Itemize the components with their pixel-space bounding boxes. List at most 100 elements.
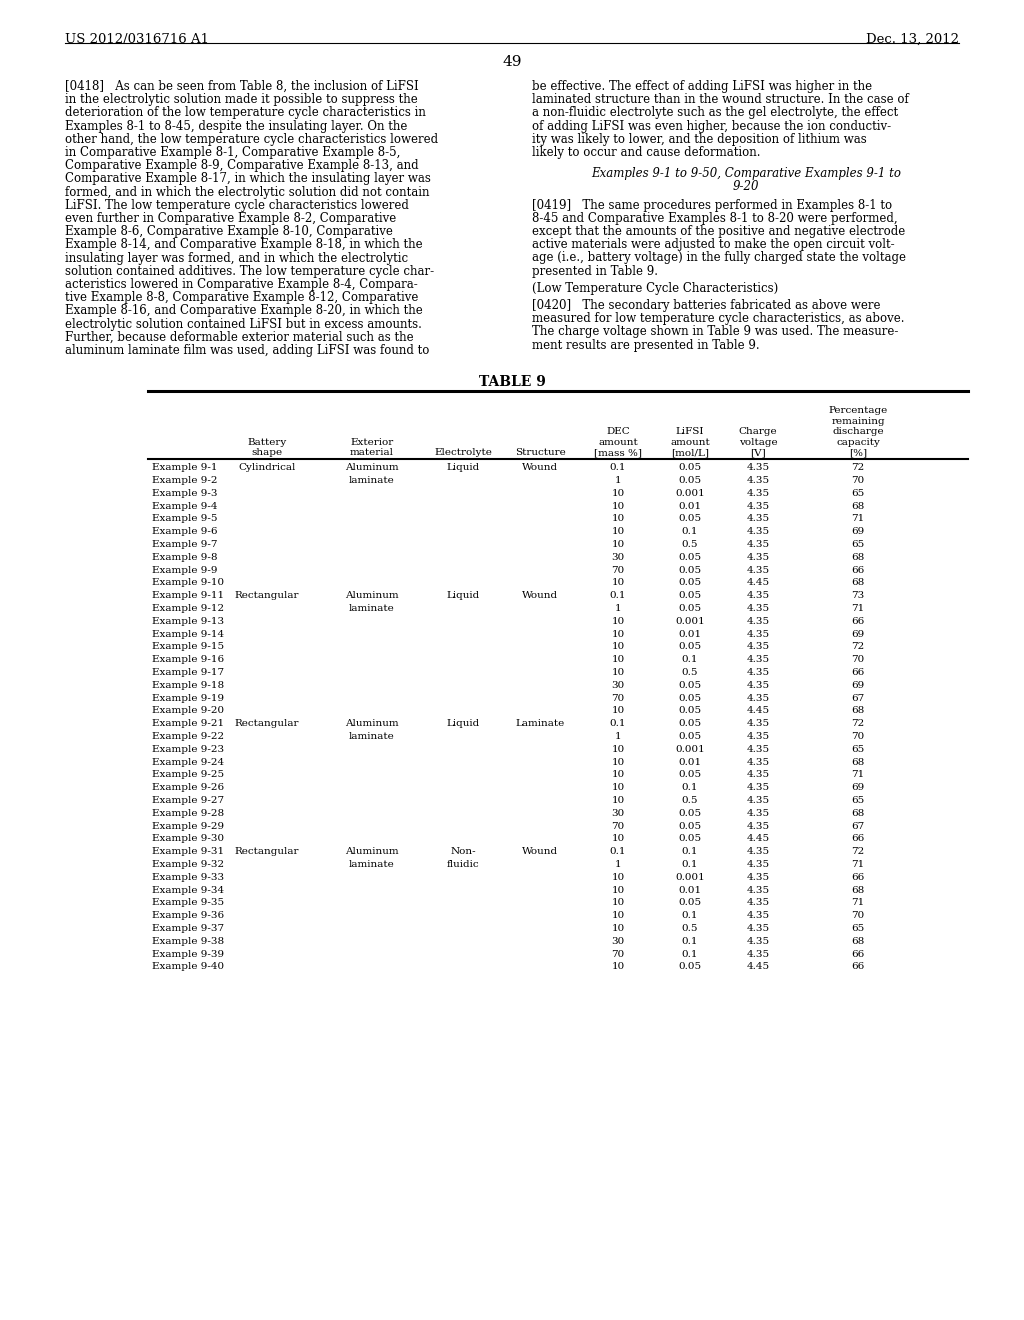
Text: Example 9-34: Example 9-34 bbox=[152, 886, 224, 895]
Text: 66: 66 bbox=[851, 668, 864, 677]
Text: 4.35: 4.35 bbox=[746, 515, 770, 524]
Text: 68: 68 bbox=[851, 578, 864, 587]
Text: 0.05: 0.05 bbox=[679, 771, 701, 779]
Text: laminate: laminate bbox=[349, 605, 395, 612]
Text: in Comparative Example 8-1, Comparative Example 8-5,: in Comparative Example 8-1, Comparative … bbox=[65, 147, 400, 158]
Text: Laminate: Laminate bbox=[515, 719, 564, 729]
Text: Examples 8-1 to 8-45, despite the insulating layer. On the: Examples 8-1 to 8-45, despite the insula… bbox=[65, 120, 408, 132]
Text: [%]: [%] bbox=[849, 449, 867, 457]
Text: 0.05: 0.05 bbox=[679, 553, 701, 562]
Text: 0.05: 0.05 bbox=[679, 809, 701, 818]
Text: Example 9-40: Example 9-40 bbox=[152, 962, 224, 972]
Text: likely to occur and cause deformation.: likely to occur and cause deformation. bbox=[532, 147, 761, 158]
Text: 0.001: 0.001 bbox=[675, 488, 705, 498]
Text: Rectangular: Rectangular bbox=[234, 591, 299, 601]
Text: 0.1: 0.1 bbox=[609, 591, 627, 601]
Text: 65: 65 bbox=[851, 540, 864, 549]
Text: formed, and in which the electrolytic solution did not contain: formed, and in which the electrolytic so… bbox=[65, 186, 429, 198]
Text: 0.5: 0.5 bbox=[682, 668, 698, 677]
Text: 67: 67 bbox=[851, 821, 864, 830]
Text: 0.05: 0.05 bbox=[679, 681, 701, 690]
Text: Example 9-13: Example 9-13 bbox=[152, 616, 224, 626]
Text: 0.1: 0.1 bbox=[682, 655, 698, 664]
Text: 68: 68 bbox=[851, 809, 864, 818]
Text: Example 9-23: Example 9-23 bbox=[152, 744, 224, 754]
Text: Liquid: Liquid bbox=[446, 719, 479, 729]
Text: 66: 66 bbox=[851, 949, 864, 958]
Text: 70: 70 bbox=[611, 821, 625, 830]
Text: Aluminum: Aluminum bbox=[345, 591, 398, 601]
Text: ment results are presented in Table 9.: ment results are presented in Table 9. bbox=[532, 339, 760, 351]
Text: 10: 10 bbox=[611, 578, 625, 587]
Text: 69: 69 bbox=[851, 681, 864, 690]
Text: The charge voltage shown in Table 9 was used. The measure-: The charge voltage shown in Table 9 was … bbox=[532, 326, 898, 338]
Text: 4.35: 4.35 bbox=[746, 821, 770, 830]
Text: Example 9-10: Example 9-10 bbox=[152, 578, 224, 587]
Text: 0.05: 0.05 bbox=[679, 477, 701, 484]
Text: Example 9-37: Example 9-37 bbox=[152, 924, 224, 933]
Text: 0.1: 0.1 bbox=[682, 937, 698, 946]
Text: 4.35: 4.35 bbox=[746, 693, 770, 702]
Text: Structure: Structure bbox=[515, 449, 565, 457]
Text: Examples 9-1 to 9-50, Comparative Examples 9-1 to: Examples 9-1 to 9-50, Comparative Exampl… bbox=[591, 168, 901, 181]
Text: 4.35: 4.35 bbox=[746, 719, 770, 729]
Text: 4.35: 4.35 bbox=[746, 565, 770, 574]
Text: US 2012/0316716 A1: US 2012/0316716 A1 bbox=[65, 33, 209, 46]
Text: 4.45: 4.45 bbox=[746, 962, 770, 972]
Text: deterioration of the low temperature cycle characteristics in: deterioration of the low temperature cyc… bbox=[65, 107, 426, 119]
Text: 69: 69 bbox=[851, 630, 864, 639]
Text: 4.35: 4.35 bbox=[746, 477, 770, 484]
Text: 30: 30 bbox=[611, 937, 625, 946]
Text: acteristics lowered in Comparative Example 8-4, Compara-: acteristics lowered in Comparative Examp… bbox=[65, 279, 418, 290]
Text: 10: 10 bbox=[611, 668, 625, 677]
Text: 10: 10 bbox=[611, 911, 625, 920]
Text: 10: 10 bbox=[611, 771, 625, 779]
Text: Charge: Charge bbox=[738, 428, 777, 436]
Text: laminate: laminate bbox=[349, 861, 395, 869]
Text: 68: 68 bbox=[851, 706, 864, 715]
Text: 4.35: 4.35 bbox=[746, 809, 770, 818]
Text: fluidic: fluidic bbox=[446, 861, 479, 869]
Text: 8-45 and Comparative Examples 8-1 to 8-20 were performed,: 8-45 and Comparative Examples 8-1 to 8-2… bbox=[532, 211, 898, 224]
Text: 4.35: 4.35 bbox=[746, 540, 770, 549]
Text: 10: 10 bbox=[611, 488, 625, 498]
Text: 4.35: 4.35 bbox=[746, 796, 770, 805]
Text: 0.05: 0.05 bbox=[679, 591, 701, 601]
Text: [0420]   The secondary batteries fabricated as above were: [0420] The secondary batteries fabricate… bbox=[532, 300, 881, 312]
Text: 68: 68 bbox=[851, 502, 864, 511]
Text: 10: 10 bbox=[611, 744, 625, 754]
Text: Example 9-25: Example 9-25 bbox=[152, 771, 224, 779]
Text: 4.35: 4.35 bbox=[746, 937, 770, 946]
Text: 10: 10 bbox=[611, 502, 625, 511]
Text: Example 9-36: Example 9-36 bbox=[152, 911, 224, 920]
Text: Example 9-18: Example 9-18 bbox=[152, 681, 224, 690]
Text: 71: 71 bbox=[851, 899, 864, 907]
Text: in the electrolytic solution made it possible to suppress the: in the electrolytic solution made it pos… bbox=[65, 94, 418, 106]
Text: 4.35: 4.35 bbox=[746, 630, 770, 639]
Text: Example 9-9: Example 9-9 bbox=[152, 565, 217, 574]
Text: 0.05: 0.05 bbox=[679, 821, 701, 830]
Text: Liquid: Liquid bbox=[446, 591, 479, 601]
Text: 10: 10 bbox=[611, 515, 625, 524]
Text: 66: 66 bbox=[851, 565, 864, 574]
Text: Aluminum: Aluminum bbox=[345, 847, 398, 857]
Text: 4.35: 4.35 bbox=[746, 681, 770, 690]
Text: 0.01: 0.01 bbox=[679, 886, 701, 895]
Text: 65: 65 bbox=[851, 796, 864, 805]
Text: Non-: Non- bbox=[451, 847, 476, 857]
Text: 0.05: 0.05 bbox=[679, 643, 701, 651]
Text: 10: 10 bbox=[611, 616, 625, 626]
Text: Comparative Example 8-9, Comparative Example 8-13, and: Comparative Example 8-9, Comparative Exa… bbox=[65, 160, 419, 172]
Text: 0.05: 0.05 bbox=[679, 605, 701, 612]
Text: 0.01: 0.01 bbox=[679, 630, 701, 639]
Text: Battery: Battery bbox=[248, 438, 287, 446]
Text: 0.1: 0.1 bbox=[682, 911, 698, 920]
Text: age (i.e., battery voltage) in the fully charged state the voltage: age (i.e., battery voltage) in the fully… bbox=[532, 251, 906, 264]
Text: Example 9-24: Example 9-24 bbox=[152, 758, 224, 767]
Text: except that the amounts of the positive and negative electrode: except that the amounts of the positive … bbox=[532, 224, 905, 238]
Text: Example 9-28: Example 9-28 bbox=[152, 809, 224, 818]
Text: 0.05: 0.05 bbox=[679, 515, 701, 524]
Text: voltage: voltage bbox=[738, 438, 777, 446]
Text: shape: shape bbox=[252, 449, 283, 457]
Text: 1: 1 bbox=[614, 477, 622, 484]
